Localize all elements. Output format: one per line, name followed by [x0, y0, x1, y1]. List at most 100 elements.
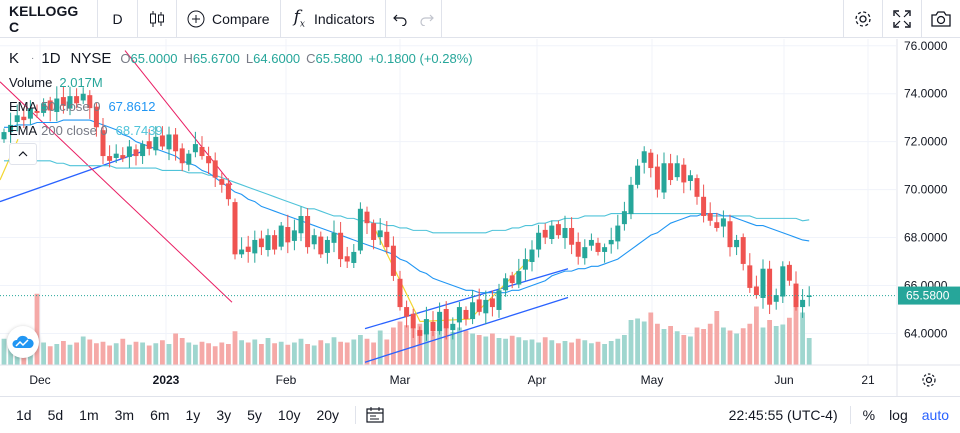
- compare-button[interactable]: Compare: [177, 0, 281, 38]
- legend-ema50-label: EMA: [9, 98, 38, 114]
- legend-ema200-label: EMA: [9, 122, 38, 138]
- trend-line: [364, 268, 569, 330]
- chart-type-button[interactable]: [138, 0, 177, 38]
- range-5y[interactable]: 5y: [247, 407, 262, 423]
- candle-body: [278, 225, 284, 247]
- legend-close: 65.5800: [315, 50, 363, 66]
- candle-body: [516, 271, 522, 285]
- log-toggle[interactable]: log: [889, 407, 908, 423]
- brand-logo[interactable]: [7, 326, 39, 358]
- auto-toggle[interactable]: auto: [921, 407, 949, 423]
- volume-bar: [377, 330, 383, 365]
- range-3y[interactable]: 3y: [216, 407, 232, 423]
- range-1d[interactable]: 1d: [16, 407, 32, 423]
- volume-bar: [1, 338, 7, 365]
- candle-body: [615, 225, 621, 242]
- range-20y[interactable]: 20y: [316, 407, 340, 423]
- candle-body: [1, 132, 7, 140]
- indicators-button[interactable]: fx Indicators: [281, 0, 386, 38]
- interval-button[interactable]: D: [98, 0, 138, 38]
- candle-body: [390, 245, 396, 276]
- candle-body: [245, 246, 251, 252]
- range-6m[interactable]: 6m: [150, 407, 170, 423]
- candle-body: [252, 239, 258, 254]
- undo-button[interactable]: [386, 0, 414, 38]
- date-range-button[interactable]: [366, 407, 384, 423]
- candle-body: [635, 165, 641, 185]
- volume-bar: [107, 345, 112, 365]
- candle-body: [707, 213, 713, 221]
- volume-bar: [437, 326, 442, 365]
- time-tick-label: 2023: [153, 373, 180, 387]
- candle-body: [496, 290, 502, 310]
- volume-bar: [542, 337, 548, 365]
- candle-body: [179, 148, 185, 164]
- candle-body: [8, 124, 14, 133]
- legend-collapse-button[interactable]: [9, 143, 37, 165]
- function-icon: fx: [293, 7, 305, 30]
- range-1y[interactable]: 1y: [185, 407, 201, 423]
- channel-line: [0, 81, 233, 303]
- legend-volume-label: Volume: [9, 74, 53, 90]
- range-3m[interactable]: 3m: [114, 407, 135, 423]
- volume-bar: [476, 335, 482, 365]
- last-price-label: 65.5800: [906, 289, 950, 303]
- percent-toggle[interactable]: %: [862, 407, 876, 423]
- symbol-search[interactable]: KELLOGG C: [0, 0, 98, 38]
- volume-bar: [608, 341, 614, 365]
- range-10y[interactable]: 10y: [277, 407, 301, 423]
- snapshot-button[interactable]: [921, 0, 960, 38]
- volume-bar: [404, 325, 409, 365]
- range-1m[interactable]: 1m: [79, 407, 99, 423]
- volume-bar: [67, 344, 73, 365]
- chart-legend: K · 1D NYSE O 65.0000 H 65.6700 L 64.600…: [9, 46, 473, 165]
- volume-bar: [252, 339, 258, 365]
- candle-body: [595, 242, 601, 252]
- redo-icon: [420, 14, 435, 26]
- volume-bar: [661, 329, 667, 365]
- volume-bar: [800, 312, 805, 365]
- volume-bar: [615, 338, 621, 365]
- volume-bar: [641, 321, 647, 365]
- volume-bar: [457, 327, 462, 365]
- volume-bar: [787, 317, 792, 365]
- candle-body: [14, 115, 20, 123]
- volume-bar: [344, 342, 350, 365]
- volume-bar: [747, 323, 753, 365]
- candle-body: [450, 323, 456, 331]
- settings-button[interactable]: [843, 0, 882, 38]
- time-tick-label: 21: [861, 373, 875, 387]
- range-5d[interactable]: 5d: [47, 407, 64, 423]
- volume-bar: [272, 343, 277, 365]
- fullscreen-button[interactable]: [882, 0, 921, 38]
- axis-settings-icon[interactable]: [922, 373, 936, 387]
- clock-time[interactable]: 22:45:55 (UTC-4): [728, 407, 838, 423]
- redo-button[interactable]: [414, 0, 442, 38]
- candle-body: [133, 149, 139, 157]
- candle-body: [206, 156, 212, 164]
- candle-body: [311, 235, 317, 245]
- legend-interval: 1D: [41, 49, 61, 67]
- candle-body: [681, 164, 687, 183]
- price-tick-label: 72.0000: [904, 135, 948, 149]
- volume-bar: [727, 330, 733, 365]
- price-chart[interactable]: 76.000074.000072.000070.000068.000066.00…: [0, 39, 960, 396]
- volume-bar: [450, 332, 456, 365]
- candle-body: [318, 236, 324, 255]
- volume-bar: [292, 342, 297, 365]
- candle-body: [720, 218, 726, 227]
- candle-body: [338, 232, 344, 260]
- volume-bar: [232, 331, 238, 365]
- candle-body: [324, 239, 330, 253]
- volume-bar: [793, 297, 799, 365]
- volume-bar: [483, 336, 489, 365]
- volume-bar: [622, 335, 627, 365]
- volume-bar: [780, 324, 786, 365]
- trend-line: [364, 296, 569, 363]
- volume-bar: [688, 336, 693, 365]
- volume-bar: [371, 342, 376, 365]
- candle-body: [146, 141, 152, 149]
- volume-bar: [358, 335, 363, 365]
- volume-bar: [714, 311, 720, 365]
- candle-body: [641, 151, 647, 163]
